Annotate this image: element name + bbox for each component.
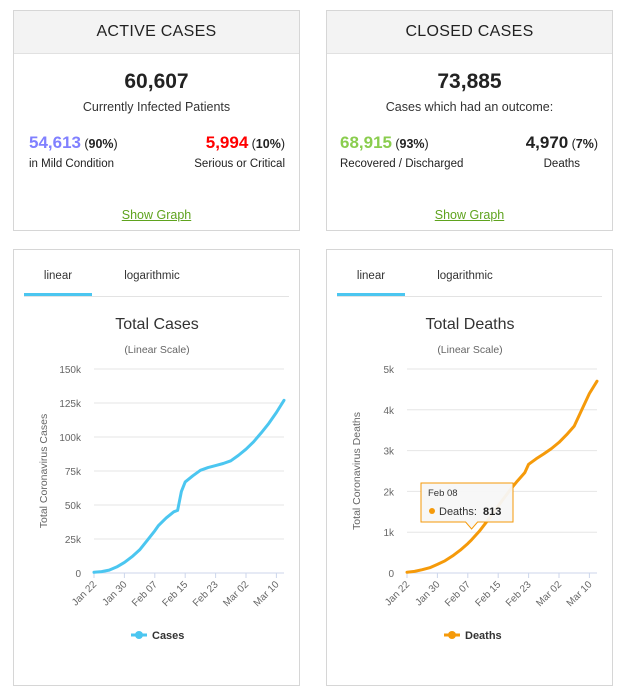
closed-cases-subtitle: Cases which had an outcome: [385, 100, 554, 114]
recovered-label: Recovered / Discharged [340, 158, 464, 170]
x-tick-label: Mar 10 [252, 579, 282, 609]
y-axis-label: Total Coronavirus Deaths [351, 412, 363, 530]
y-tick-label: 25k [65, 535, 82, 546]
x-tick-label: Feb 23 [504, 579, 534, 609]
tooltip-date: Feb 08 [428, 488, 458, 499]
y-axis-label: Total Coronavirus Cases [38, 414, 50, 528]
y-tick-label: 150k [59, 365, 82, 376]
closed-cases-total: 73,885 [437, 70, 502, 93]
mild-pct-wrap: (90%) [84, 137, 118, 151]
recovered-value: 68,915 [340, 133, 392, 152]
x-tick-label: Feb 07 [443, 579, 473, 609]
active-cases-subtitle: Currently Infected Patients [82, 100, 231, 114]
cases-scale-tabs: linear logarithmic [24, 264, 289, 297]
legend-label: Deaths [465, 630, 502, 642]
deaths-value: 4,970 [525, 133, 569, 152]
y-tick-label: 100k [59, 433, 82, 444]
tooltip-value: 813 [483, 506, 501, 518]
deaths-tab-logarithmic[interactable]: logarithmic [437, 270, 493, 282]
deaths-label: Deaths [543, 158, 581, 170]
closed-cases-title: CLOSED CASES [327, 11, 612, 54]
tooltip-dot [429, 508, 435, 514]
serious-condition-stat: 5,994 (10%) Serious or Critical [194, 133, 285, 170]
y-tick-label: 3k [383, 447, 395, 458]
y-tick-label: 125k [59, 399, 82, 410]
chart-subtitle: (Linear Scale) [124, 344, 189, 356]
serious-value: 5,994 [205, 133, 249, 152]
active-show-graph-link[interactable]: Show Graph [121, 208, 192, 222]
y-tick-label: 0 [75, 569, 81, 580]
y-tick-label: 0 [388, 569, 394, 580]
y-tick-label: 2k [383, 487, 395, 498]
legend-label: Cases [152, 630, 184, 642]
closed-show-graph-link[interactable]: Show Graph [434, 208, 505, 222]
active-cases-card: ACTIVE CASES 60,607 Currently Infected P… [13, 10, 300, 231]
x-tick-label: Jan 30 [101, 579, 130, 608]
chart-subtitle: (Linear Scale) [437, 344, 502, 356]
x-tick-label: Mar 02 [534, 579, 564, 609]
deaths-pct: 7% [575, 137, 594, 151]
x-tick-label: Feb 15 [161, 579, 191, 609]
mild-value: 54,613 [29, 133, 81, 152]
tooltip-box [420, 482, 514, 530]
x-tick-label: Jan 22 [383, 579, 412, 608]
recovered-pct-wrap: (93%) [395, 137, 429, 151]
x-tick-label: Feb 07 [130, 579, 160, 609]
series-line-cases [92, 398, 286, 574]
active-cases-title: ACTIVE CASES [14, 11, 299, 54]
x-tick-label: Jan 22 [70, 579, 99, 608]
serious-pct-wrap: (10%) [251, 137, 285, 151]
mild-label: in Mild Condition [29, 158, 115, 170]
legend-marker [135, 631, 143, 639]
deaths-pct-wrap: (7%) [571, 137, 598, 151]
x-tick-label: Mar 02 [221, 579, 251, 609]
cases-tab-linear[interactable]: linear [24, 264, 92, 296]
closed-cases-card: CLOSED CASES 73,885 Cases which had an o… [326, 10, 613, 231]
chart-title: Total Cases [115, 316, 199, 333]
total-cases-chart: Total Cases (Linear Scale) 0 25k 50k 75k 100k 1… [38, 316, 286, 642]
tooltip-series: Deaths: [439, 506, 477, 518]
serious-label: Serious or Critical [194, 158, 285, 170]
total-deaths-chart: Total Deaths (Linear Scale) 0 1k 2k 3k 4k 5k Tot… [351, 316, 599, 642]
y-tick-label: 4k [383, 406, 395, 417]
total-cases-panel: linear logarithmic Total Cases (Linear Sc… [13, 249, 300, 686]
mild-condition-stat: 54,613 (90%) in Mild Condition [29, 133, 118, 170]
y-tick-label: 75k [65, 467, 82, 478]
serious-pct: 10% [255, 137, 281, 151]
deaths-tab-linear[interactable]: linear [337, 264, 405, 296]
x-tick-label: Jan 30 [414, 579, 443, 608]
mild-pct: 90% [88, 137, 114, 151]
deaths-scale-tabs: linear logarithmic [337, 264, 602, 297]
x-tick-label: Feb 23 [191, 579, 221, 609]
recovered-stat: 68,915 (93%) Recovered / Discharged [340, 133, 463, 170]
recovered-pct: 93% [399, 137, 425, 151]
y-tick-label: 1k [383, 528, 395, 539]
x-tick-label: Feb 15 [474, 579, 504, 609]
cases-tab-logarithmic[interactable]: logarithmic [124, 270, 180, 282]
x-tick-label: Mar 10 [565, 579, 595, 609]
total-deaths-panel: linear logarithmic Total Deaths (Linear S… [326, 249, 613, 686]
deaths-stat: 4,970 (7%) Deaths [526, 133, 598, 170]
chart-title: Total Deaths [426, 316, 515, 333]
y-tick-label: 5k [383, 365, 395, 376]
active-cases-total: 60,607 [124, 70, 189, 93]
y-tick-label: 50k [65, 501, 82, 512]
legend-marker [448, 631, 456, 639]
